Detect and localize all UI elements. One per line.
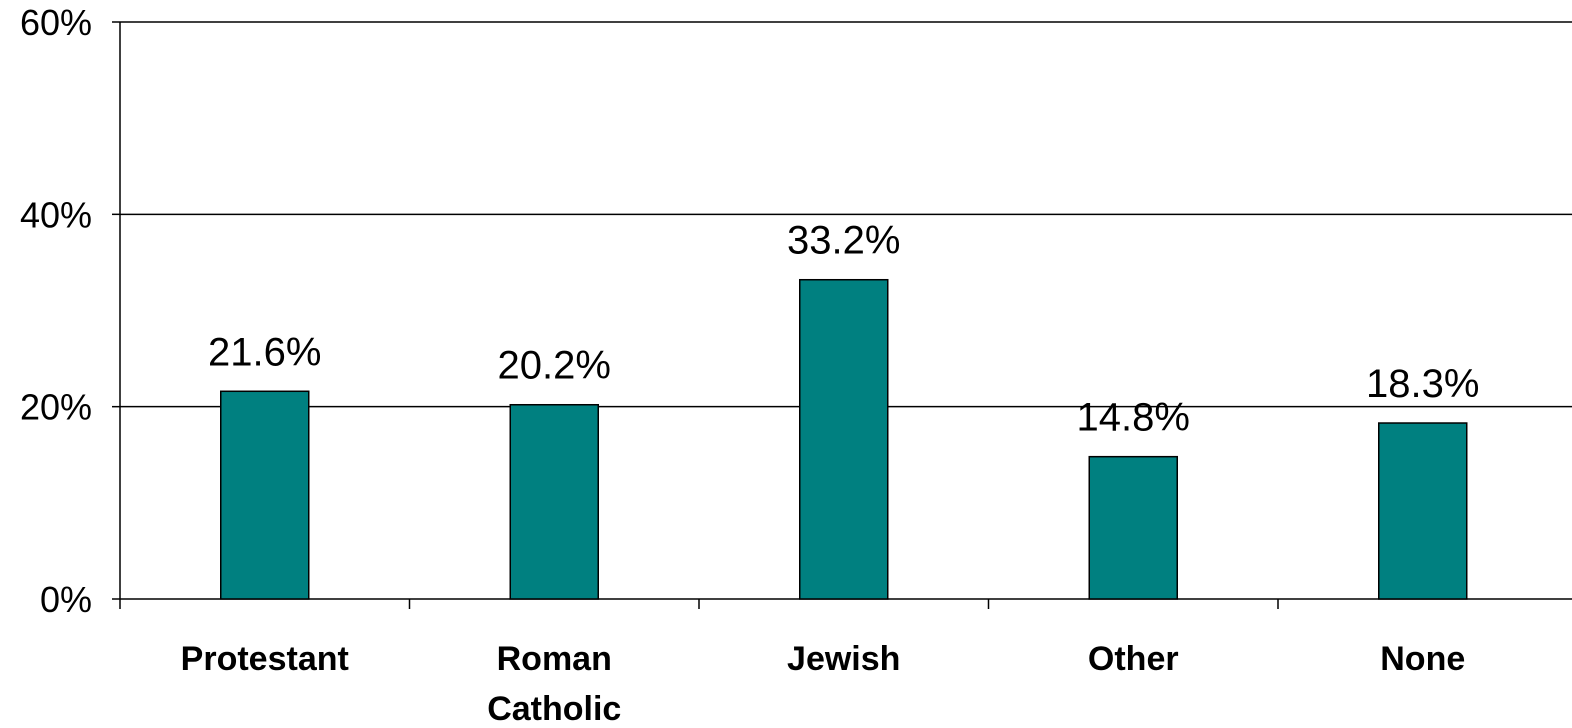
data-label: 33.2%	[787, 219, 900, 263]
y-tick-label: 60%	[20, 2, 92, 43]
x-tick-label: Other	[1088, 640, 1179, 678]
bar	[509, 403, 599, 600]
x-tick-label: Protestant	[181, 640, 349, 678]
data-label: 20.2%	[498, 344, 611, 388]
x-tick-label: Roman Catholic	[487, 640, 621, 728]
data-label: 21.6%	[208, 330, 321, 374]
bar	[220, 390, 310, 600]
x-tick-label: None	[1380, 640, 1465, 678]
data-label: 18.3%	[1366, 362, 1479, 406]
y-tick-label: 40%	[20, 194, 92, 235]
y-tick-label: 0%	[40, 579, 92, 620]
x-tick-label: Jewish	[787, 640, 900, 678]
bar	[1378, 422, 1468, 600]
bar	[799, 278, 889, 600]
y-tick-label: 20%	[20, 387, 92, 428]
bar	[1088, 455, 1178, 600]
data-label: 14.8%	[1077, 396, 1190, 440]
